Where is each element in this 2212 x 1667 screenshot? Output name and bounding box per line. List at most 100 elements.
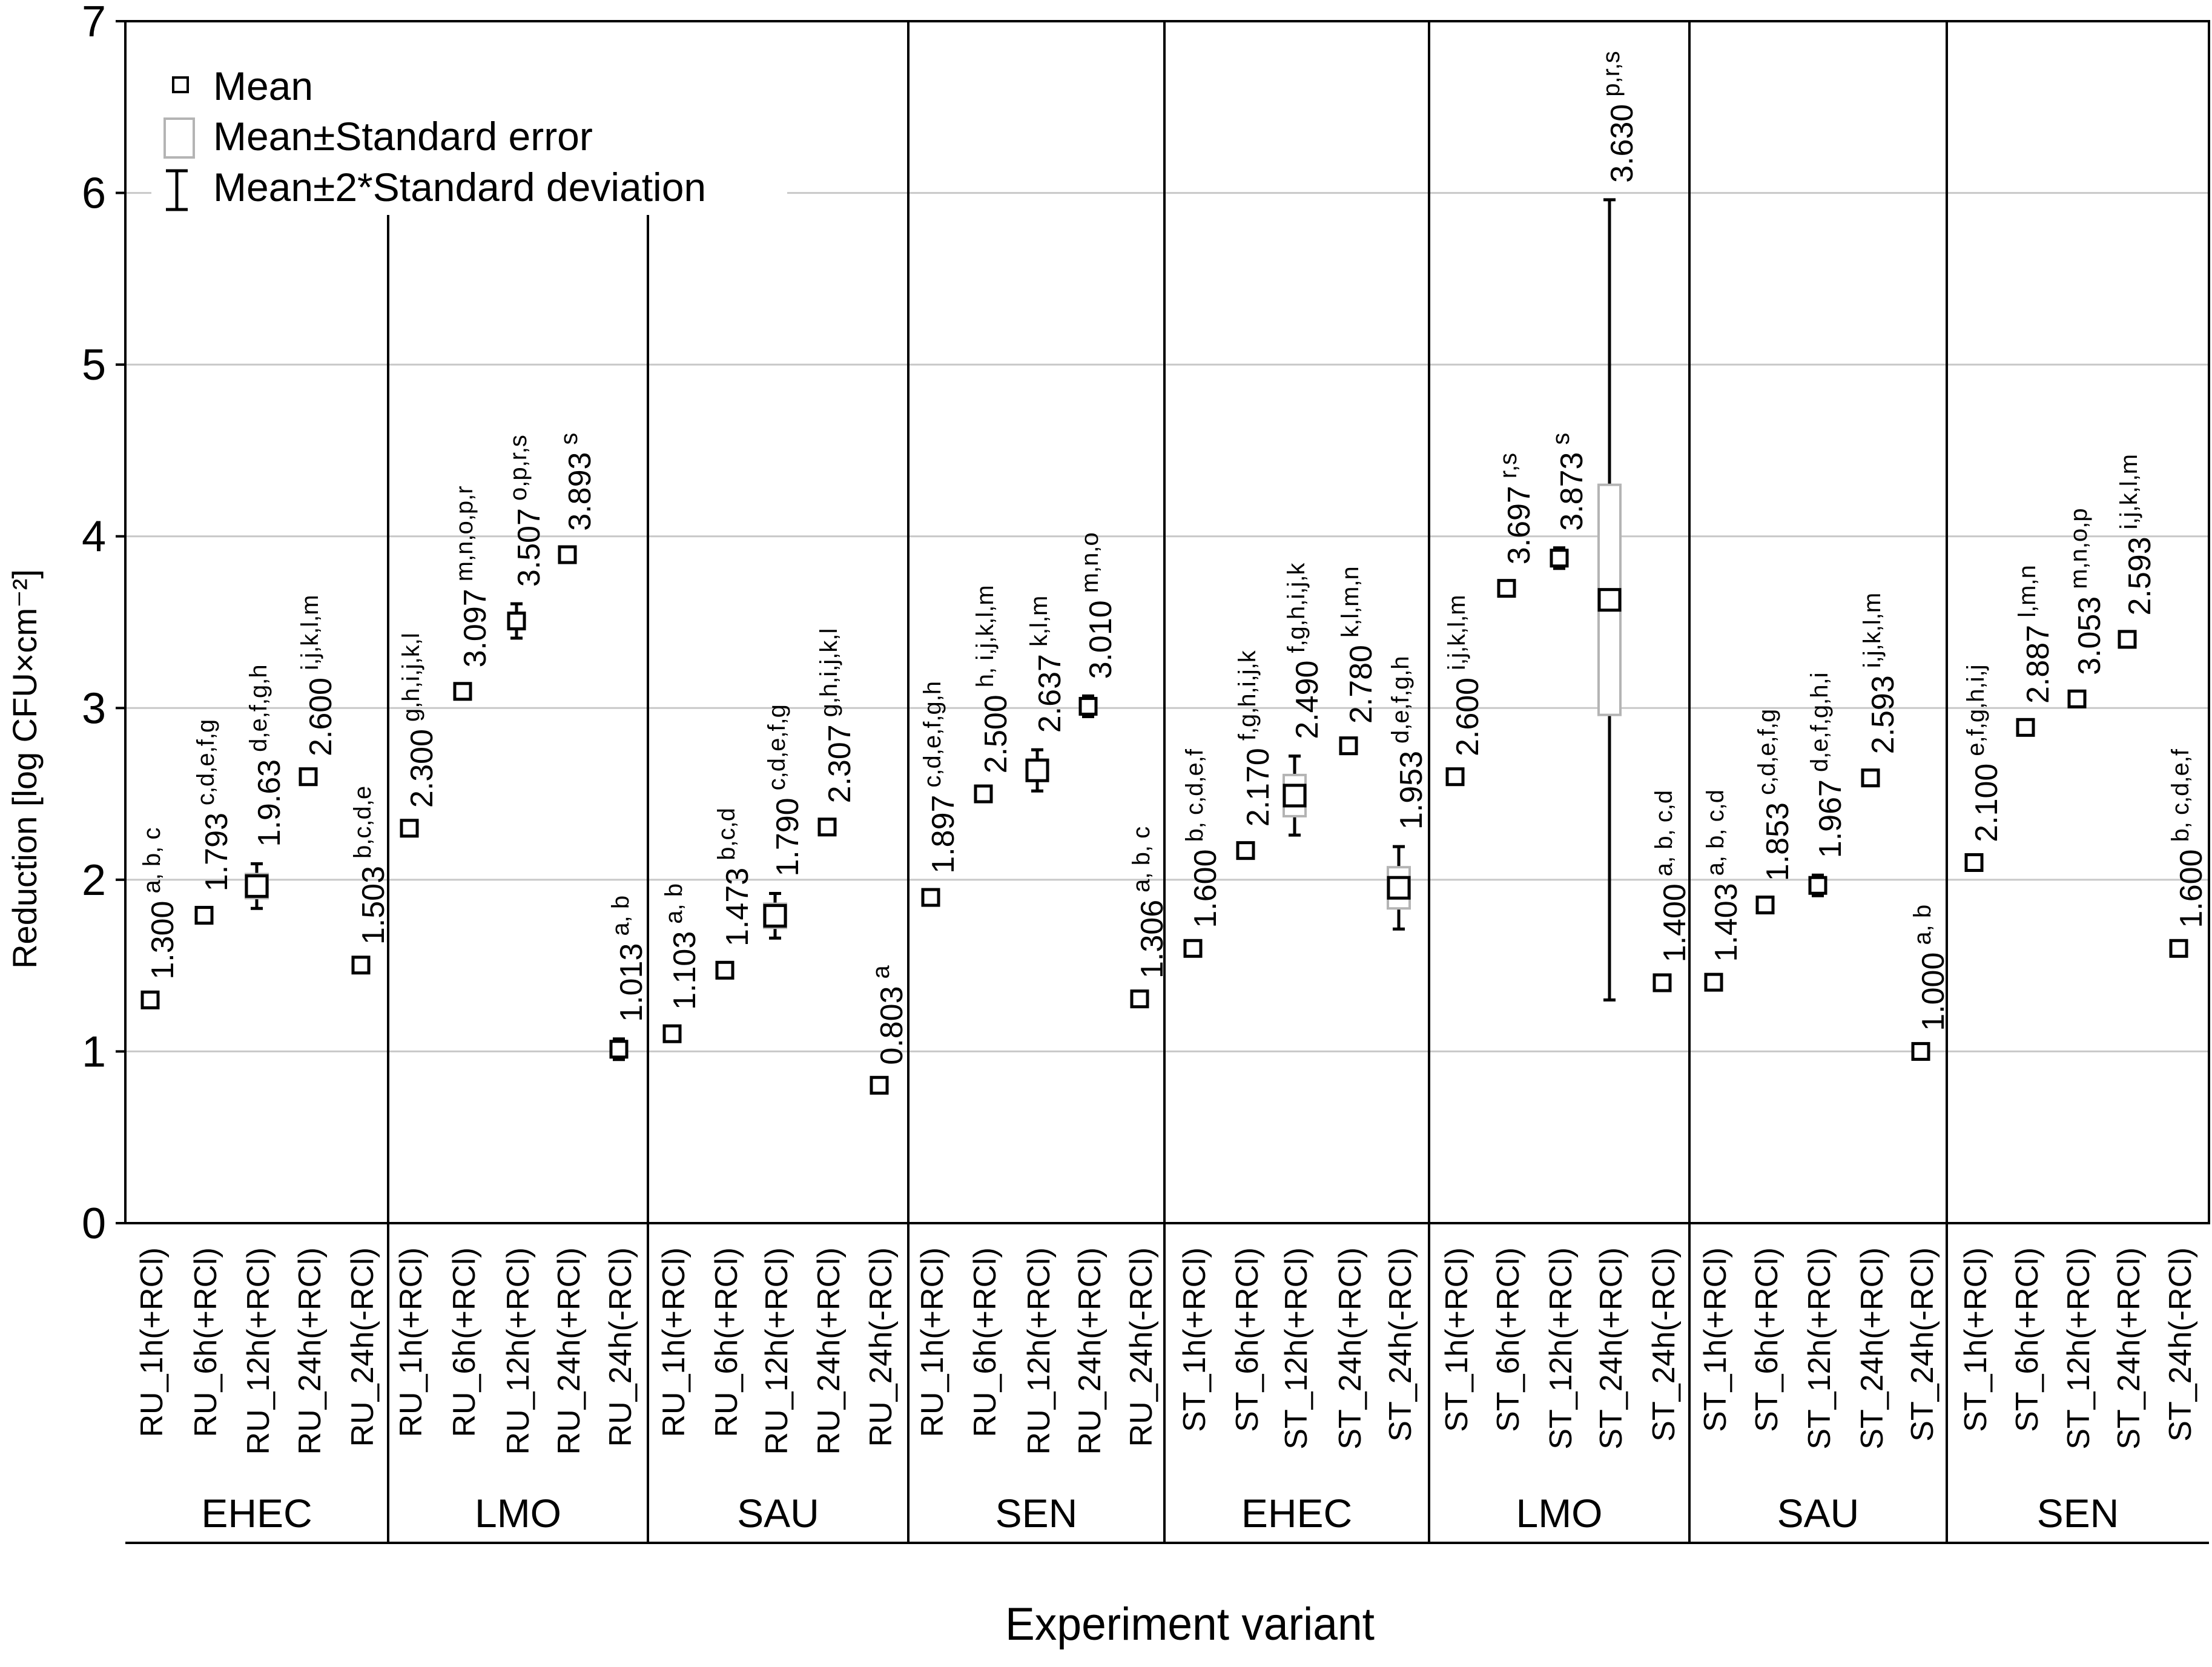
legend-mean-icon: [172, 76, 189, 93]
value-label: 2.500 h, i,j,k,l,m: [972, 585, 1014, 773]
mean-marker: [1445, 767, 1465, 787]
mean-marker: [1808, 876, 1827, 895]
y-tick-label: 5: [82, 341, 106, 389]
mean-marker: [1339, 736, 1358, 756]
value-label: 1.103 a, b: [661, 883, 702, 1010]
value-label: 1.600 b, c,d,e,f: [2167, 748, 2209, 928]
value-number: 1.400: [1657, 883, 1692, 962]
value-label: 1.306 a, b, c: [1128, 827, 1170, 979]
group-labels: EHEC LMO SAU SEN EHEC LMO SAU SEN: [201, 1491, 2119, 1536]
value-label: 3.010 m,n,o: [1077, 532, 1118, 679]
value-label: 2.100 e,f,g,h,i,j: [1963, 664, 2004, 842]
group-label: SEN: [995, 1491, 1078, 1536]
mean-marker: [194, 906, 214, 925]
value-number: 2.887: [2021, 625, 2056, 704]
value-label: 2.490 f,g,h,i,j,k: [1283, 563, 1325, 739]
value-label: 1.953 d,e,f,g,h: [1387, 656, 1429, 830]
significance-letters: m,n,o,p: [2065, 508, 2092, 589]
value-label: 2.600 i,j,k,l,m: [297, 595, 338, 756]
mean-marker: [763, 903, 787, 928]
value-number: 3.507: [512, 508, 547, 587]
x-tick-label: RU_12h(+RCl): [1022, 1247, 1057, 1454]
significance-letters: i,j,k,l,m: [1444, 595, 1470, 670]
significance-letters: c,d,e,f,g: [1754, 709, 1780, 795]
y-tick-label: 2: [82, 856, 106, 905]
significance-letters: c,d,e,f,g: [764, 704, 790, 790]
mean-marker: [1550, 549, 1569, 568]
value-number: 2.170: [1241, 748, 1276, 827]
legend-background: [151, 45, 787, 209]
mean-marker: [1283, 784, 1307, 808]
x-tick-label: ST_1h(+RCl): [1958, 1247, 1993, 1432]
value-number: 1.793: [199, 813, 234, 891]
mean-marker: [245, 874, 269, 898]
x-tick-label: RU_24h(+RCl): [552, 1247, 587, 1454]
value-number: 1.306: [1135, 900, 1170, 979]
x-tick-label: ST_24h(+RCl): [2111, 1247, 2147, 1450]
x-tick-label: ST_24h(-RCl): [2163, 1247, 2198, 1442]
significance-letters: c,d,e,f,g,h: [919, 681, 946, 788]
value-label: 1.600 b, c,d,e,f: [1181, 748, 1223, 928]
x-tick-label: RU_12h(+RCl): [241, 1247, 276, 1454]
group-label: SEN: [2037, 1491, 2119, 1536]
mean-marker: [1964, 853, 1984, 872]
significance-letters: m,n,o: [1077, 532, 1103, 593]
value-label: 1.790 c,d,e,f,g: [764, 704, 805, 876]
value-number: 1.790: [770, 797, 805, 876]
significance-letters: a, b, c,d: [1651, 790, 1677, 876]
mean-marker: [1597, 588, 1622, 612]
x-tick-label: ST_12h(+RCl): [2061, 1247, 2096, 1450]
mean-marker: [1183, 939, 1203, 958]
x-tick-label: ST_12h(+RCl): [1802, 1247, 1837, 1450]
mean-marker: [715, 960, 735, 980]
x-tick-label: RU_1h(+RCl): [656, 1247, 692, 1438]
value-number: 0.803: [874, 986, 910, 1065]
value-label: 1.403 a, b, c,d: [1702, 790, 1744, 962]
significance-letters: a, b, c: [1128, 827, 1155, 893]
significance-letters: f,g,h,i,j,k: [1283, 563, 1310, 653]
mean-marker: [870, 1075, 889, 1095]
x-tick-label: RU_24h(-RCl): [863, 1247, 899, 1447]
significance-letters: a, b, c: [139, 828, 165, 894]
value-number: 1.473: [720, 868, 755, 946]
x-tick-label: RU_6h(+RCl): [709, 1247, 744, 1438]
x-tick-label: ST_12h(+RCl): [1543, 1247, 1579, 1450]
x-tick-label: RU_12h(+RCl): [759, 1247, 794, 1454]
x-tick-label: ST_24h(+RCl): [1594, 1247, 1629, 1450]
significance-letters: e,f,g,h,i,j: [1963, 664, 1989, 756]
value-number: 2.600: [303, 678, 338, 756]
x-tick-label: ST_6h(+RCl): [2010, 1247, 2045, 1432]
significance-letters: c,d,e,f,g: [193, 719, 219, 805]
x-tick-label: ST_12h(+RCl): [1279, 1247, 1314, 1450]
significance-letters: g,h,i,j,k,l: [398, 633, 424, 722]
y-tick-label: 7: [82, 0, 106, 46]
significance-letters: a, b: [607, 896, 634, 936]
value-label: 3.697 r,s: [1495, 453, 1537, 564]
y-tick-label: 0: [82, 1200, 106, 1248]
value-number: 3.097: [458, 589, 493, 667]
value-number: 1.600: [2174, 849, 2209, 928]
legend-sd-icon: [166, 169, 188, 211]
mean-marker: [507, 612, 526, 631]
significance-letters: s: [556, 433, 583, 445]
mean-marker: [1497, 579, 1516, 598]
value-number: 2.300: [404, 729, 440, 808]
mean-marker: [1387, 876, 1411, 900]
value-number: 2.780: [1344, 645, 1379, 724]
mean-marker: [1911, 1041, 1930, 1061]
value-label: 1.793 c,d,e,f,g: [193, 719, 234, 891]
value-label: 3.097 m,n,o,p,r: [451, 486, 493, 667]
significance-letters: b,c,d,e: [349, 786, 376, 859]
significance-letters: b,c,d: [713, 808, 740, 860]
value-number: 2.490: [1290, 661, 1325, 739]
value-number: 1.300: [145, 901, 180, 980]
mean-marker: [351, 956, 371, 975]
value-label: 2.593 i,j,k,l,m: [2116, 454, 2158, 616]
value-label: 2.637 k,l,m: [1026, 596, 1068, 733]
y-tick-label: 1: [82, 1028, 106, 1076]
value-number: 2.593: [2122, 536, 2158, 615]
group-label: EHEC: [1241, 1491, 1352, 1536]
x-tick-label: RU_6h(+RCl): [968, 1247, 1003, 1438]
legend: Mean Mean±Standard error Mean±2*Standard…: [151, 45, 787, 211]
x-tick-label: RU_1h(+RCl): [915, 1247, 950, 1438]
